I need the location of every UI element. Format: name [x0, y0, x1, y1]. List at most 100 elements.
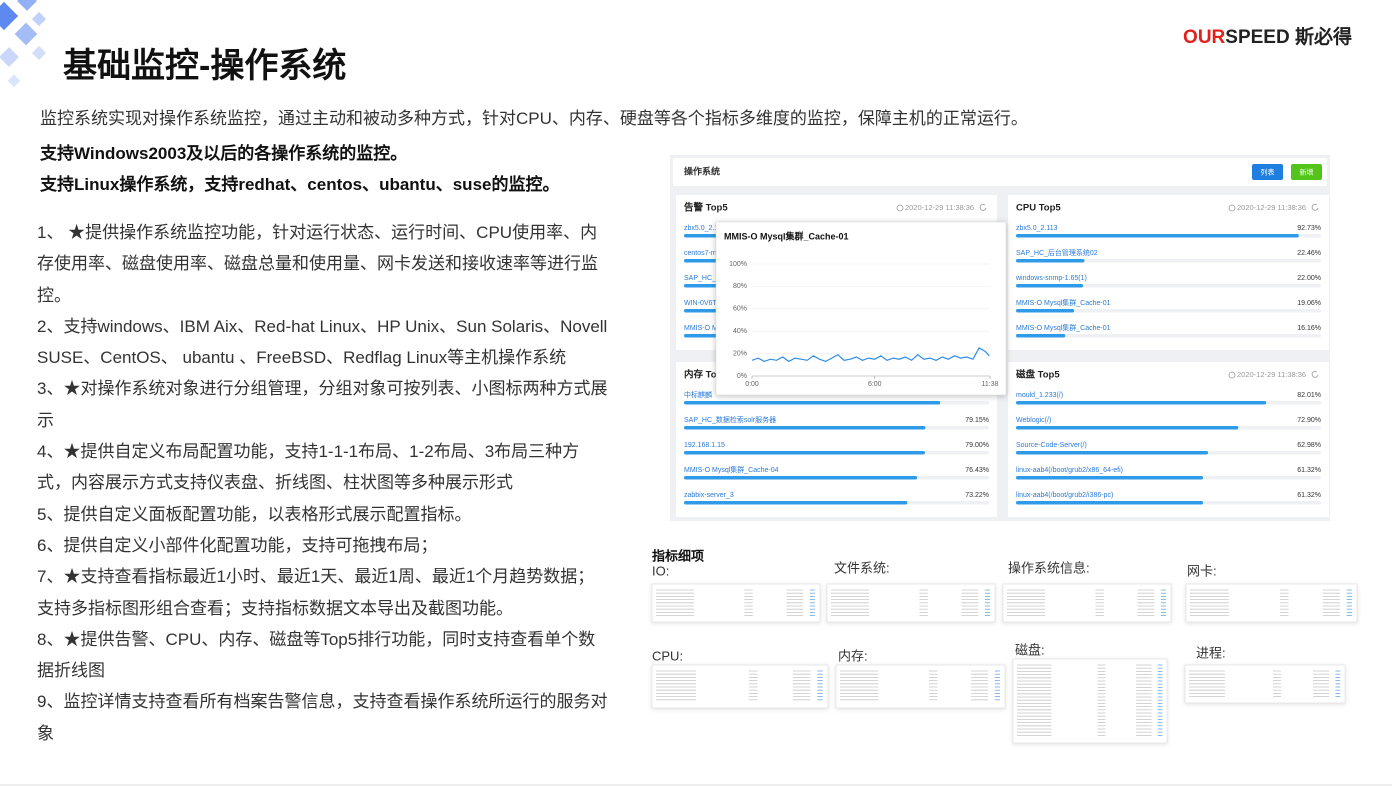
bar-track: [1016, 309, 1321, 313]
y-tick-label: 0%: [737, 373, 747, 380]
item-value: 79.00%: [965, 442, 989, 449]
item-value: 72.90%: [1297, 417, 1321, 424]
feature-item: 3、★对操作系统对象进行分组管理，分组对象可按列表、小图标两种方式展示: [37, 379, 608, 430]
bar: [684, 501, 908, 505]
thumbnail-label: 内存:: [838, 648, 868, 663]
x-tick-label: 6:00: [868, 381, 882, 388]
item-name: MMIS-O Mysql集群_Cache-01: [1016, 323, 1111, 332]
thumbnail: [835, 664, 1006, 709]
item-name: zbx5.0_2.1: [684, 225, 718, 232]
feature-item: 7、★支持查看指标最近1小时、最近1天、最近1周、最近1个月趋势数据；支持多指标…: [37, 567, 595, 618]
y-tick-label: 20%: [733, 350, 747, 357]
bar: [1016, 426, 1239, 430]
bar: [1016, 309, 1075, 313]
bar: [1016, 451, 1209, 455]
bar: [1016, 334, 1066, 338]
item-name: Weblogic(/): [1016, 417, 1051, 424]
item-name: mould_1.233(/): [1016, 392, 1063, 399]
feature-item: 1、 ★提供操作系统监控功能，针对运行状态、运行时间、CPU使用率、内存使用率、…: [37, 223, 598, 305]
bar-track: [1016, 259, 1321, 263]
refresh-icon: [1311, 203, 1319, 211]
refresh-icon: [979, 203, 987, 211]
thumbnail-label: CPU:: [652, 648, 683, 663]
button-label: 列表: [1261, 167, 1275, 176]
feature-item: 8、★提供告警、CPU、内存、磁盘等Top5排行功能，同时支持查看单个数据折线图: [37, 629, 596, 681]
item-value: 22.46%: [1297, 250, 1321, 257]
item-name: 中标麒麟: [684, 390, 712, 399]
thumbnail-label: 磁盘:: [1015, 642, 1045, 657]
bar: [1016, 401, 1267, 405]
dashboard-title: 操作系统: [684, 165, 720, 176]
brand-red: OUR: [1183, 27, 1226, 48]
button-label: 新增: [1300, 167, 1314, 176]
y-tick-label: 80%: [733, 283, 747, 290]
panel: [1008, 362, 1329, 517]
item-name: linux-aab4(/boot/grub2/x86_64-efi): [1016, 467, 1123, 474]
line: [751, 347, 990, 363]
y-tick-label: 40%: [733, 328, 747, 335]
item-value: 76.43%: [965, 467, 989, 474]
item-name: WIN-0V6T: [684, 300, 717, 307]
button[interactable]: [1291, 164, 1322, 180]
thumbnail: [651, 664, 829, 709]
item-value: 92.73%: [1297, 225, 1321, 232]
bar: [684, 451, 925, 455]
bar-track: [1016, 284, 1321, 288]
thumbnail-label: 网卡:: [1187, 563, 1217, 578]
details-title: 指标细项: [652, 548, 704, 563]
item-value: 19.06%: [1297, 300, 1321, 307]
panel-title: CPU Top5: [1016, 203, 1061, 214]
item-name: MMIS-O Mysql集群_Cache-01: [1016, 298, 1111, 307]
panel-time: 2020-12-29 11:38:36: [1237, 370, 1306, 379]
popup-title: MMIS-O Mysql集群_Cache-01: [724, 230, 849, 241]
item-name: MMIS-O Mysql集群_Cache-04: [684, 465, 779, 474]
item-value: 73.22%: [965, 492, 989, 499]
item-name: SAP_HC_数据检索solr服务器: [684, 415, 776, 424]
item-value: 61.32%: [1297, 492, 1321, 499]
item-name: windows-snmp-1.65(1): [1015, 275, 1087, 282]
item-value: 62.98%: [1297, 442, 1321, 449]
x-tick-label: 0:00: [745, 381, 759, 388]
brand-dark: SPEED: [1225, 27, 1290, 48]
bar: [1016, 476, 1204, 480]
item-name: SAP_HC_数: [684, 273, 723, 282]
bar: [1016, 234, 1299, 238]
feature-item: 9、监控详情支持查看所有档案告警信息，支持查看操作系统所运行的服务对象: [37, 692, 608, 743]
decoration: [0, 0, 47, 88]
panel-time: 2020-12-29 11:38:36: [905, 203, 974, 212]
panel-title: 磁盘 Top5: [1016, 369, 1060, 381]
bar: [1016, 284, 1084, 288]
feature-item: 5、提供自定义面板配置功能，以表格形式展示配置指标。: [37, 504, 472, 524]
panel: [1008, 195, 1329, 350]
item-name: zbx5.0_2.113: [1016, 225, 1058, 232]
bar: [1016, 501, 1204, 505]
item-name: SAP_HC_后台管理系统02: [1016, 248, 1098, 257]
page-title: 基础监控-操作系统: [63, 47, 347, 85]
panel-title: 内存 To: [684, 369, 717, 381]
brand-cn: 斯必得: [1294, 27, 1352, 48]
y-tick-label: 60%: [733, 306, 747, 313]
bar: [1016, 259, 1085, 263]
bar: [684, 401, 941, 405]
panel-time: 2020-12-29 11:38:36: [1237, 203, 1306, 212]
x-tick-label: 11:38: [982, 381, 999, 388]
thumbnail-label: IO:: [652, 563, 669, 578]
feature-item: 4、★提供自定义布局配置功能，支持1-1-1布局、1-2布局、3布局三种方式，内…: [37, 442, 580, 493]
item-name: Source-Code-Server(/): [1016, 442, 1087, 449]
intro-bold: 支持Windows2003及以后的各操作系统的监控。: [40, 144, 408, 163]
bar-track: [1016, 334, 1321, 338]
item-value: 16.16%: [1297, 325, 1321, 332]
item-value: 79.15%: [965, 417, 989, 424]
button[interactable]: [1252, 164, 1283, 180]
feature-item: 6、提供自定义小部件化配置功能，支持可拖拽布局；: [37, 535, 438, 555]
item-name: centos7-m: [684, 250, 717, 257]
bar: [684, 426, 926, 430]
bar: [684, 476, 918, 480]
item-value: 61.32%: [1297, 467, 1321, 474]
item-name: 192.168.1.15: [684, 442, 725, 449]
panel-title: 告警 Top5: [684, 202, 728, 214]
thumbnail-label: 文件系统:: [834, 560, 890, 575]
